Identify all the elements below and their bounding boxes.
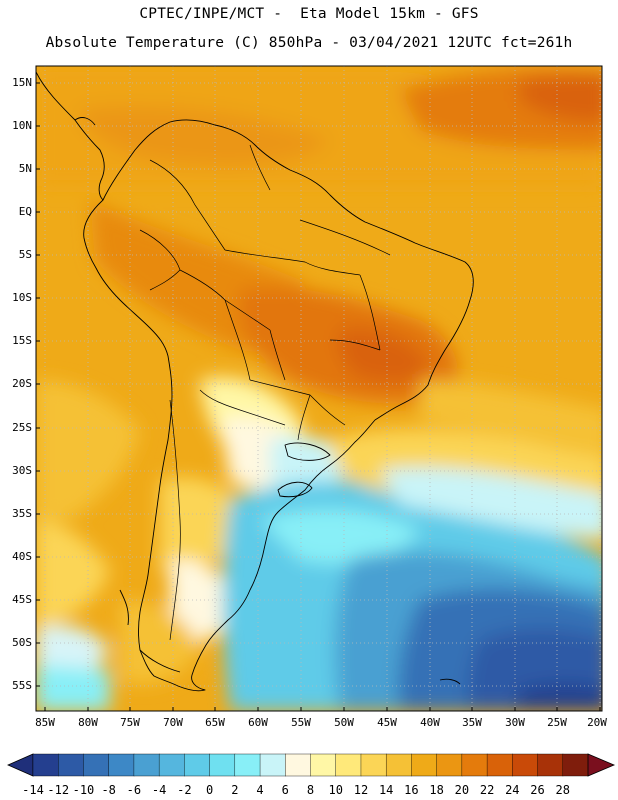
colorbar-swatch bbox=[133, 753, 160, 777]
lat-label-40s: 40S bbox=[12, 550, 32, 563]
lon-label-35w: 35W bbox=[462, 716, 482, 729]
colorbar-tick-label: 4 bbox=[256, 783, 264, 797]
colorbar-tick-label: 20 bbox=[454, 783, 470, 797]
colorbar-arrow-cold bbox=[7, 753, 34, 777]
lon-label-20w: 20W bbox=[587, 716, 607, 729]
colorbar-swatch bbox=[310, 753, 337, 777]
colorbar-tick-label: 16 bbox=[404, 783, 419, 797]
map-subtitle: Absolute Temperature (C) 850hPa - 03/04/… bbox=[45, 35, 573, 51]
colorbar-tick-label: 0 bbox=[205, 783, 214, 797]
lat-label-eq: EQ bbox=[18, 205, 32, 218]
lon-label-70w: 70W bbox=[163, 716, 183, 729]
colorbar-swatch bbox=[411, 753, 438, 777]
colorbar-tick-label: 10 bbox=[328, 783, 343, 797]
colorbar-swatch bbox=[562, 753, 589, 777]
colorbar-swatch bbox=[108, 753, 135, 777]
lon-label-75w: 75W bbox=[120, 716, 140, 729]
colorbar-tick-label: -10 bbox=[72, 783, 95, 797]
colorbar-swatch bbox=[285, 753, 312, 777]
lat-label-5s: 5S bbox=[18, 248, 32, 261]
colorbar-swatch bbox=[461, 753, 488, 777]
temperature-field bbox=[36, 66, 602, 711]
colorbar-swatch bbox=[234, 753, 261, 777]
lat-label-55s: 55S bbox=[12, 679, 32, 692]
colorbar-tick-label: -2 bbox=[177, 783, 192, 797]
colorbar-tick-label: 2 bbox=[231, 783, 239, 797]
lon-label-40w: 40W bbox=[420, 716, 440, 729]
lon-label-55w: 55W bbox=[291, 716, 311, 729]
colorbar-tick-label: -12 bbox=[47, 783, 70, 797]
colorbar-swatch bbox=[537, 753, 564, 777]
lon-label-65w: 65W bbox=[205, 716, 225, 729]
ticks bbox=[36, 82, 601, 711]
lon-label-25w: 25W bbox=[547, 716, 567, 729]
lat-label-10s: 10S bbox=[12, 291, 32, 304]
colorbar-tick-label: 26 bbox=[530, 783, 545, 797]
lat-label-10n: 10N bbox=[12, 119, 32, 132]
colorbar-tick-label: 12 bbox=[353, 783, 369, 797]
lat-label-20s: 20S bbox=[12, 377, 32, 390]
colorbar-tick-label: 18 bbox=[429, 783, 444, 797]
colorbar-tick-label: 8 bbox=[306, 783, 315, 797]
lat-label-5n: 5N bbox=[18, 162, 32, 175]
lon-label-50w: 50W bbox=[334, 716, 354, 729]
lat-label-30s: 30S bbox=[12, 464, 32, 477]
colorbar bbox=[7, 753, 616, 777]
colorbar-swatch bbox=[184, 753, 211, 777]
colorbar-tick-label: 14 bbox=[378, 783, 394, 797]
colorbar-swatch bbox=[259, 753, 286, 777]
colorbar-swatch bbox=[32, 753, 59, 777]
lat-label-15s: 15S bbox=[12, 334, 32, 347]
colorbar-swatch bbox=[436, 753, 463, 777]
lon-label-80w: 80W bbox=[78, 716, 98, 729]
colorbar-swatch bbox=[385, 753, 412, 777]
map-title: CPTEC/INPE/MCT - Eta Model 15km - GFS bbox=[139, 6, 479, 22]
colorbar-tick-label: -14 bbox=[22, 783, 44, 797]
country-borders bbox=[139, 144, 391, 641]
lon-label-30w: 30W bbox=[505, 716, 525, 729]
colorbar-tick-label: 22 bbox=[479, 783, 495, 797]
coastlines bbox=[36, 71, 474, 692]
colorbar-tick-label: -6 bbox=[126, 783, 142, 797]
colorbar-swatch bbox=[360, 753, 387, 777]
plot-frame bbox=[35, 65, 603, 712]
colorbar-tick-label: 28 bbox=[555, 783, 570, 797]
colorbar-swatch bbox=[512, 753, 539, 777]
colorbar-swatch bbox=[335, 753, 362, 777]
colorbar-swatch bbox=[83, 753, 110, 777]
colorbar-arrow-hot bbox=[587, 753, 616, 777]
colorbar-swatch bbox=[209, 753, 236, 777]
colorbar-tick-label: 24 bbox=[505, 783, 520, 797]
colorbar-tick-label: -4 bbox=[151, 783, 167, 797]
lat-label-15n: 15N bbox=[12, 76, 32, 89]
lat-label-25s: 25S bbox=[12, 421, 32, 434]
colorbar-swatch bbox=[486, 753, 513, 777]
lat-label-35s: 35S bbox=[12, 507, 32, 520]
lat-label-45s: 45S bbox=[12, 593, 32, 606]
lat-label-50s: 50S bbox=[12, 636, 32, 649]
lon-label-60w: 60W bbox=[248, 716, 268, 729]
lon-label-85w: 85W bbox=[35, 716, 55, 729]
colorbar-tick-label: 6 bbox=[281, 783, 289, 797]
colorbar-swatch bbox=[158, 753, 185, 777]
colorbar-tick-label: -8 bbox=[101, 783, 116, 797]
lon-label-45w: 45W bbox=[377, 716, 397, 729]
colorbar-swatch bbox=[58, 753, 84, 777]
